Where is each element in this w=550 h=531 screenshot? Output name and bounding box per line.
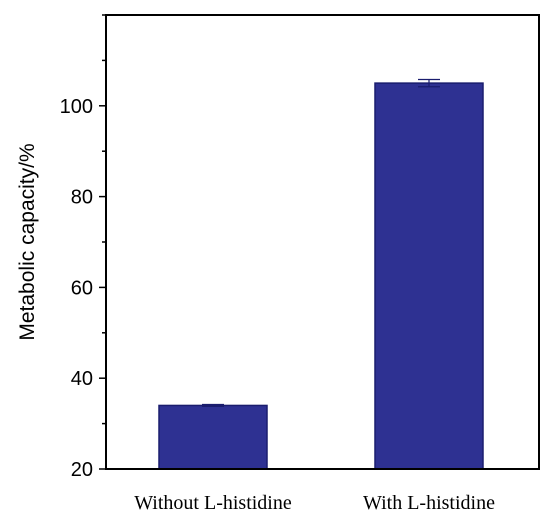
- error-bars: [202, 78, 440, 407]
- y-axis-title: Metabolic capacity/%: [16, 143, 39, 340]
- x-tick-label-1: With L-histidine: [363, 492, 495, 514]
- bar-1: [374, 82, 484, 470]
- y-tick-label-60: 60: [71, 277, 93, 299]
- y-tick-label-40: 40: [71, 368, 93, 390]
- y-axis-ticks: [99, 14, 106, 470]
- bar-0: [158, 404, 268, 470]
- y-tick-label-80: 80: [71, 187, 93, 209]
- y-tick-label-20: 20: [71, 459, 93, 481]
- x-axis-tick-labels: Without L-histidine With L-histidine: [134, 492, 495, 514]
- x-tick-label-0: Without L-histidine: [134, 492, 292, 514]
- bars: [158, 82, 484, 470]
- y-tick-label-100: 100: [60, 96, 93, 118]
- y-axis-tick-labels: 20 40 60 80 100: [60, 96, 93, 481]
